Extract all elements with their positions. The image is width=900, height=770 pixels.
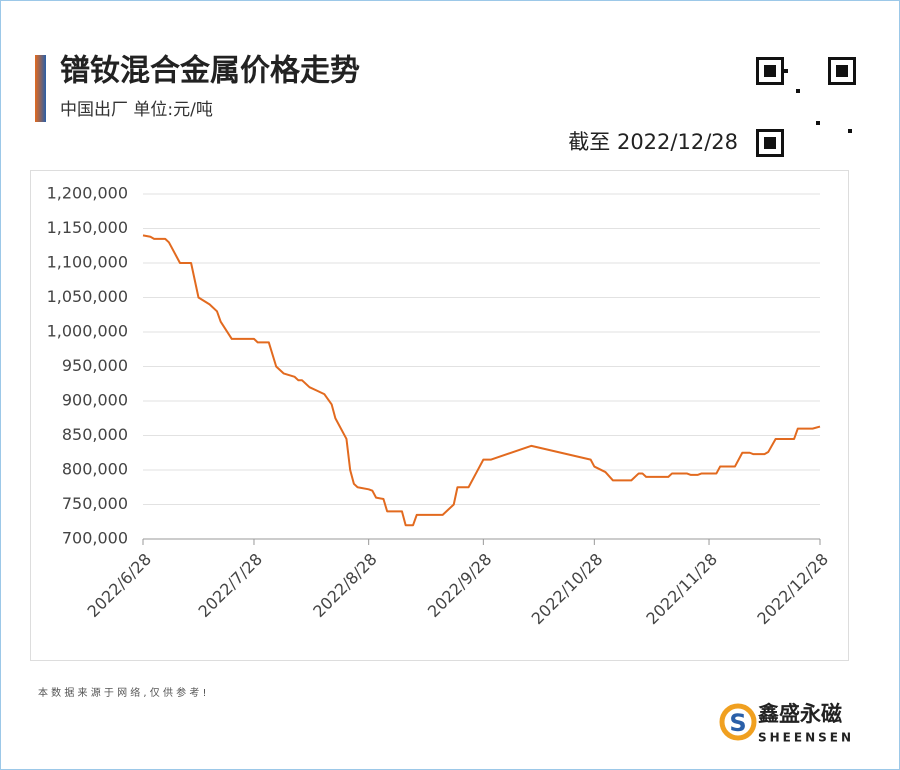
y-tick-label: 900,000 — [62, 391, 128, 410]
qr-module — [816, 121, 820, 125]
brand-name: 鑫盛永磁 — [757, 702, 842, 726]
source-note: 本 数 据 来 源 于 网 络 , 仅 供 参 考 ! — [38, 686, 207, 699]
plot-frame — [30, 170, 849, 661]
y-tick-label: 700,000 — [62, 529, 128, 548]
subtitle: 中国出厂 单位:元/吨 — [60, 100, 213, 120]
y-tick-label: 850,000 — [62, 425, 128, 444]
qr-module — [848, 129, 852, 133]
chart-title: 镨钕混合金属价格走势 — [60, 54, 360, 89]
y-tick-label: 1,100,000 — [47, 253, 128, 272]
y-tick-label: 800,000 — [62, 460, 128, 479]
qr-finder-core — [764, 137, 776, 149]
y-tick-label: 750,000 — [62, 494, 128, 513]
as-of-date: 截至 2022/12/28 — [568, 130, 738, 154]
qr-finder-core — [764, 65, 776, 77]
qr-code — [754, 55, 858, 159]
line-series — [142, 234, 821, 527]
y-tick-label: 950,000 — [62, 356, 128, 375]
y-tick-label: 1,050,000 — [47, 287, 128, 306]
y-tick-label: 1,150,000 — [47, 218, 128, 237]
qr-finder-core — [836, 65, 848, 77]
brand-logo: S — [719, 703, 757, 741]
logo-ring — [719, 703, 757, 741]
qr-module — [784, 69, 788, 73]
brand-latin: SHEENSEN — [758, 731, 854, 745]
title-accent — [35, 55, 46, 122]
logo-mark: S — [729, 709, 746, 737]
y-tick-label: 1,000,000 — [47, 322, 128, 341]
qr-module — [796, 89, 800, 93]
y-tick-label: 1,200,000 — [47, 184, 128, 203]
